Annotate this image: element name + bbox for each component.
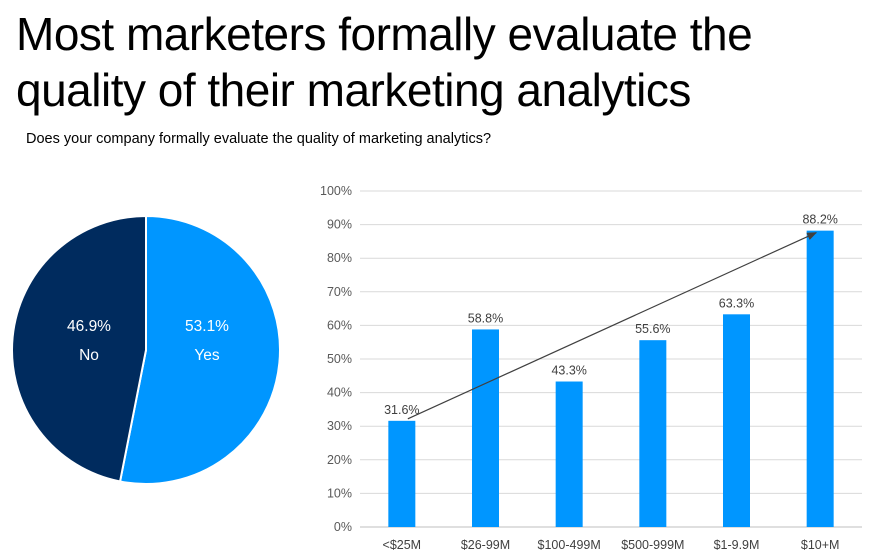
x-tick-label: $500-999M	[621, 538, 684, 552]
bar	[806, 230, 834, 527]
title-line-2: quality of their marketing analytics	[16, 64, 691, 116]
data-label: 63.3%	[719, 296, 754, 310]
bar	[555, 381, 583, 527]
data-label: 55.6%	[635, 322, 670, 336]
pie-value-label-no: 46.9%	[67, 318, 111, 335]
data-label: 58.8%	[468, 311, 503, 325]
chart-subtitle: Does your company formally evaluate the …	[26, 131, 492, 147]
y-tick-label: 50%	[327, 352, 352, 366]
data-label: 43.3%	[551, 364, 586, 378]
pie-value-label-yes: 53.1%	[185, 318, 229, 335]
bar-chart: 0% 10% 20% 30% 40% 50% 60% 70% 80% 90% 100% 31.6% <$…	[320, 184, 862, 552]
x-tick-label: $26-99M	[461, 538, 510, 552]
y-tick-label: 80%	[327, 251, 352, 265]
x-tick-label: $100-499M	[538, 538, 601, 552]
y-tick-label: 20%	[327, 453, 352, 467]
bar	[723, 314, 750, 527]
x-tick-label: $1-9.9M	[714, 538, 760, 552]
pie-slice-yes	[118, 214, 281, 485]
data-label: 88.2%	[802, 213, 837, 227]
data-label: 31.6%	[384, 403, 419, 417]
bar	[388, 420, 416, 527]
y-tick-label: 30%	[327, 419, 352, 433]
title-line-1: Most marketers formally evaluate the	[16, 8, 753, 60]
bar	[472, 329, 499, 527]
pie-category-label-yes: Yes	[194, 347, 220, 364]
y-tick-label: 70%	[327, 285, 352, 299]
page-title: Most marketers formally evaluate the qua…	[16, 6, 866, 118]
y-tick-label: 100%	[320, 184, 352, 198]
trend-arrow	[407, 232, 818, 420]
x-tick-label: $10+M	[801, 538, 840, 552]
pie-chart: 46.9% No 53.1% Yes	[11, 214, 281, 485]
pie-category-label-no: No	[79, 347, 99, 364]
y-tick-label: 40%	[327, 386, 352, 400]
x-tick-label: <$25M	[383, 538, 422, 552]
pie-slice-no	[11, 214, 147, 483]
y-tick-label: 0%	[334, 520, 352, 534]
bar	[639, 340, 667, 527]
y-tick-label: 60%	[327, 318, 352, 332]
y-tick-label: 90%	[327, 218, 352, 232]
y-tick-label: 10%	[327, 486, 352, 500]
